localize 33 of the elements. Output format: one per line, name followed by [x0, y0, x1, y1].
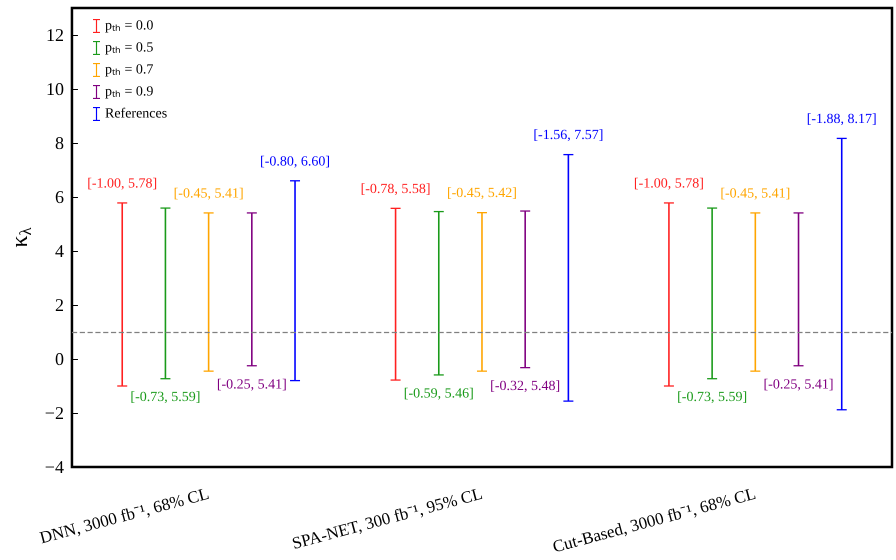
y-tick-label: −2 [44, 403, 64, 423]
data-label: [-0.25, 5.41] [216, 377, 287, 392]
data-label: [-1.88, 8.17] [806, 112, 877, 127]
data-label: [-1.00, 5.78] [87, 176, 158, 192]
data-label: [-0.80, 6.60] [260, 154, 330, 170]
data-label: [-0.78, 5.58] [360, 182, 431, 197]
x-tick-label: DNN, 3000 fb⁻¹, 68% CL [38, 484, 212, 548]
y-tick-label: 6 [54, 187, 64, 207]
y-tick-label: 4 [54, 241, 64, 261]
data-label: [-0.45, 5.41] [174, 186, 244, 202]
data-label: [-0.73, 5.59] [130, 390, 200, 406]
data-label: [-0.45, 5.42] [446, 186, 517, 202]
y-tick-label: 8 [54, 133, 64, 153]
legend-label: pₜₕ = 0.9 [105, 84, 154, 100]
x-tick-label: Cut-Based, 3000 fb⁻¹, 68% CL [550, 484, 758, 556]
data-label: [-1.00, 5.78] [634, 176, 704, 192]
y-tick-label: −4 [44, 457, 64, 477]
data-label: [-0.73, 5.59] [677, 390, 748, 406]
legend-label: pₜₕ = 0.0 [105, 18, 154, 34]
y-axis-title: κλ [7, 226, 35, 248]
legend-label: pₜₕ = 0.7 [105, 62, 154, 78]
legend-label: References [105, 106, 168, 122]
data-label: [-1.56, 7.57] [533, 128, 604, 144]
data-label: [-0.59, 5.46] [404, 386, 474, 402]
y-tick-label: 10 [46, 79, 64, 99]
data-label: [-0.32, 5.48] [490, 379, 560, 394]
x-tick-label: SPA-NET, 300 fb⁻¹, 95% CL [290, 484, 484, 553]
y-tick-label: 2 [54, 295, 64, 315]
y-tick-label: 12 [46, 25, 64, 45]
data-label: [-0.45, 5.41] [720, 186, 790, 202]
legend-label: pₜₕ = 0.5 [105, 40, 154, 56]
y-tick-label: 0 [54, 349, 64, 369]
data-label: [-0.25, 5.41] [764, 377, 834, 392]
